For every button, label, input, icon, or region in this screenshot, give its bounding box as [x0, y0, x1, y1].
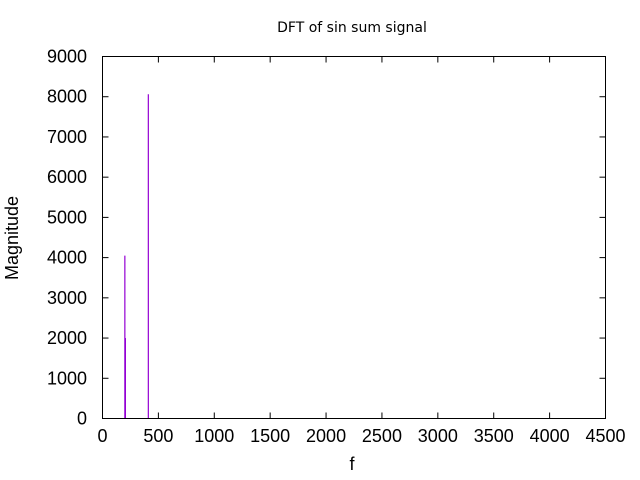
plot-area [124, 94, 149, 419]
y-tick-label-3: 3000 [47, 288, 87, 308]
y-tick-label-4: 4000 [47, 248, 87, 268]
y-axis: 0 1000 2000 3000 4000 5000 6000 7000 8000 9000 [47, 47, 606, 429]
x-axis-label: f [349, 454, 355, 474]
x-tick-label-5: 2500 [362, 426, 402, 446]
y-tick-label-5: 5000 [47, 207, 87, 227]
x-tick-label-3: 1500 [250, 426, 290, 446]
y-tick-label-6: 6000 [47, 167, 87, 187]
x-tick-label-8: 4000 [530, 426, 570, 446]
y-tick-label-1: 1000 [47, 368, 87, 388]
x-tick-label-2: 1000 [194, 426, 234, 446]
y-tick-label-8: 8000 [47, 87, 87, 107]
x-tick-label-0: 0 [97, 426, 107, 446]
y-axis-label: Magnitude [2, 196, 22, 280]
y-tick-label-2: 2000 [47, 328, 87, 348]
x-tick-label-4: 2000 [306, 426, 346, 446]
y-tick-label-7: 7000 [47, 127, 87, 147]
x-tick-label-6: 3000 [418, 426, 458, 446]
y-tick-label-0: 0 [77, 409, 87, 429]
x-axis: 0 500 1000 1500 2000 2500 3000 3500 4000 4500 [97, 56, 626, 446]
x-tick-label-7: 3500 [474, 426, 514, 446]
plot-frame [102, 56, 606, 419]
x-tick-label-9: 4500 [585, 426, 625, 446]
chart-title: DFT of sin sum signal [277, 20, 427, 36]
x-tick-label-1: 500 [143, 426, 173, 446]
y-tick-label-9: 9000 [47, 47, 87, 67]
